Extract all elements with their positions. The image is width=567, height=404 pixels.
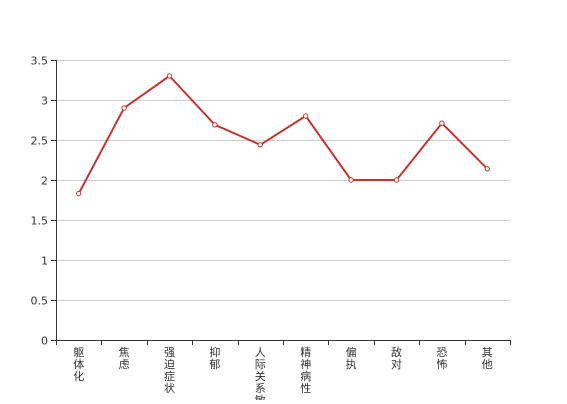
x-tick-label: 敌对 xyxy=(391,345,402,371)
y-tick-label: 1.5 xyxy=(31,215,49,228)
x-tick-label: 偏执 xyxy=(346,345,357,371)
x-tick-label: 抑郁 xyxy=(209,345,220,371)
y-tick-labels: 0 0.5 1 1.5 2 2.5 3 3.5 xyxy=(31,55,49,348)
data-point[interactable] xyxy=(393,177,400,183)
grid-lines xyxy=(56,60,510,301)
x-tick-label: 躯体化 xyxy=(73,346,84,383)
data-point[interactable] xyxy=(484,166,490,172)
series-line xyxy=(77,75,489,195)
x-tick-labels: 躯体化 焦虑 强迫症状 抑郁 人际关系敏感 精神病性 偏执 敌对 恐怖 其他 xyxy=(73,345,493,404)
y-tick-label: 3 xyxy=(41,95,48,108)
axes xyxy=(51,60,511,345)
y-tick-label: 2 xyxy=(41,175,48,188)
data-point[interactable] xyxy=(212,122,218,128)
y-tick-label: 0.5 xyxy=(31,295,49,308)
data-point[interactable] xyxy=(303,113,309,119)
x-tick-label: 精神病性 xyxy=(300,346,311,395)
y-tick-label: 3.5 xyxy=(31,55,49,68)
y-tick-label: 2.5 xyxy=(31,135,49,148)
x-tick-label: 恐怖 xyxy=(436,346,447,371)
data-point[interactable] xyxy=(76,190,82,197)
series-group xyxy=(76,73,490,197)
x-tick-label: 其他 xyxy=(482,346,493,371)
data-point[interactable] xyxy=(439,120,445,126)
data-point[interactable] xyxy=(121,105,127,111)
x-tick-label: 人际关系敏感 xyxy=(255,346,266,400)
y-tick-label: 0 xyxy=(41,335,48,348)
y-tick-label: 1 xyxy=(41,255,48,268)
x-tick-label: 强迫症状 xyxy=(164,346,175,395)
x-tick-label: 焦虑 xyxy=(119,346,130,371)
data-point[interactable] xyxy=(166,73,173,79)
data-point[interactable] xyxy=(257,142,263,148)
data-point[interactable] xyxy=(348,177,354,183)
